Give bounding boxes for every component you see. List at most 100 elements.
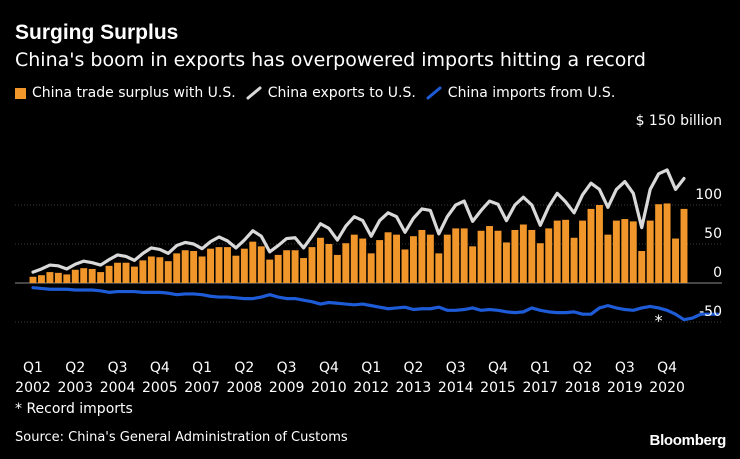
- surplus-bar: [579, 220, 587, 283]
- x-tick-year: 2019: [607, 380, 643, 396]
- surplus-bar: [147, 256, 155, 283]
- surplus-bar: [308, 247, 316, 283]
- surplus-bar: [502, 242, 510, 283]
- x-tick-quarter: Q1: [23, 360, 43, 376]
- surplus-bar: [409, 236, 417, 283]
- surplus-bar: [612, 220, 620, 283]
- surplus-bar: [511, 229, 519, 283]
- x-tick-quarter: Q4: [657, 360, 677, 376]
- surplus-bar: [173, 253, 181, 283]
- y-axis-unit-label: $ 150 billion: [635, 113, 722, 129]
- imports-line: [31, 286, 720, 322]
- legend-swatch-exports: [246, 86, 262, 100]
- surplus-bar: [122, 262, 130, 283]
- surplus-bar: [359, 238, 367, 283]
- surplus-bar: [105, 265, 113, 283]
- x-tick-year: 2002: [15, 380, 51, 396]
- surplus-bar: [562, 219, 570, 283]
- legend-label-imports: China imports from U.S.: [447, 85, 616, 101]
- surplus-bar: [291, 250, 299, 283]
- surplus-bar: [198, 256, 206, 283]
- surplus-bar: [190, 251, 198, 283]
- surplus-bar: [595, 205, 603, 283]
- surplus-bar: [164, 261, 172, 283]
- surplus-bar: [570, 237, 578, 283]
- x-tick-quarter: Q2: [234, 360, 254, 376]
- x-tick-year: 2009: [269, 380, 305, 396]
- surplus-bar: [54, 272, 62, 283]
- surplus-bar: [207, 248, 215, 283]
- surplus-bar: [393, 234, 401, 283]
- x-tick-year: 2012: [353, 380, 389, 396]
- surplus-bar: [401, 249, 409, 283]
- surplus-bar: [452, 228, 460, 283]
- surplus-bar: [240, 248, 248, 283]
- x-tick-year: 2005: [142, 380, 178, 396]
- x-tick-quarter: Q1: [192, 360, 212, 376]
- surplus-bar: [249, 241, 257, 283]
- x-tick-quarter: Q2: [403, 360, 423, 376]
- surplus-bar: [283, 250, 291, 283]
- surplus-bar: [376, 240, 384, 283]
- surplus-bar: [223, 247, 231, 283]
- surplus-bar: [71, 269, 79, 283]
- chart-subtitle: China's boom in exports has overpowered …: [15, 49, 646, 71]
- surplus-bar: [443, 234, 451, 283]
- surplus-bar: [655, 204, 663, 283]
- x-tick-quarter: Q3: [108, 360, 128, 376]
- annotations: *: [655, 311, 663, 330]
- x-tick-quarter: Q3: [277, 360, 297, 376]
- x-tick-labels: Q1 2002 Q2 2003 Q3 2004 Q4 2005 Q1 2007 Q2 2008 Q3 20…: [15, 360, 685, 396]
- record-note-text: Record imports: [26, 401, 133, 417]
- legend-item-surplus: China trade surplus with U.S.: [15, 85, 236, 101]
- surplus-bar: [469, 246, 477, 283]
- x-tick-year: 2015: [480, 380, 516, 396]
- legend-item-exports: China exports to U.S.: [246, 85, 416, 101]
- surplus-bar: [426, 234, 434, 283]
- surplus-bars: [29, 203, 688, 283]
- surplus-bar: [621, 219, 629, 283]
- surplus-bar: [672, 238, 680, 283]
- surplus-bar: [342, 243, 350, 283]
- exports-line: [31, 168, 686, 274]
- surplus-bar: [663, 203, 671, 283]
- surplus-bar: [528, 229, 536, 283]
- surplus-bar: [215, 247, 223, 283]
- surplus-bar: [130, 266, 138, 283]
- x-tick-year: 2020: [649, 380, 685, 396]
- surplus-bar: [257, 246, 265, 283]
- x-tick-year: 2017: [522, 380, 558, 396]
- brand-logo: Bloomberg: [649, 432, 727, 449]
- legend-swatch-surplus: [15, 87, 26, 99]
- surplus-bar: [139, 260, 147, 283]
- x-tick-year: 2008: [227, 380, 263, 396]
- surplus-bar: [519, 224, 527, 283]
- surplus-bar: [88, 268, 96, 283]
- x-tick-quarter: Q4: [488, 360, 508, 376]
- surplus-bar: [300, 258, 308, 283]
- record-imports-marker: *: [655, 311, 663, 330]
- chart-title: Surging Surplus: [15, 21, 179, 44]
- surplus-bar: [629, 221, 637, 283]
- x-tick-quarter: Q2: [573, 360, 593, 376]
- surplus-bar: [80, 268, 88, 283]
- x-tick-quarter: Q4: [150, 360, 170, 376]
- x-tick-quarter: Q3: [615, 360, 635, 376]
- surplus-bar: [638, 251, 646, 283]
- surplus-bar: [274, 254, 282, 283]
- surplus-bar: [494, 230, 502, 283]
- x-tick-year: 2003: [57, 380, 93, 396]
- surplus-bar: [604, 234, 612, 283]
- x-tick-year: 2018: [565, 380, 601, 396]
- surplus-bar: [486, 226, 494, 283]
- surplus-bar: [680, 208, 688, 283]
- surplus-bar: [460, 228, 468, 283]
- surplus-bar: [418, 229, 426, 283]
- x-tick-year: 2010: [311, 380, 347, 396]
- surplus-bar: [266, 259, 274, 283]
- legend-label-exports: China exports to U.S.: [267, 85, 416, 101]
- surplus-bar: [553, 220, 561, 283]
- surplus-bar: [29, 276, 37, 283]
- series-lines: [31, 168, 720, 322]
